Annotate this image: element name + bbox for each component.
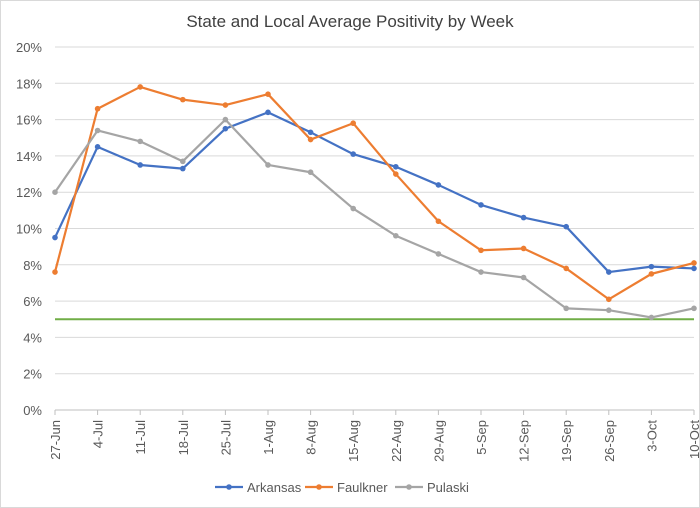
data-point-arkansas xyxy=(648,263,655,270)
series-line-pulaski xyxy=(54,118,695,319)
data-point-faulkner xyxy=(563,265,569,272)
y-tick-label: 14% xyxy=(16,149,42,164)
data-point-faulkner xyxy=(52,269,58,275)
x-tick-label: 8-Aug xyxy=(304,420,319,455)
data-point-arkansas xyxy=(180,165,186,172)
y-tick-label: 0% xyxy=(23,403,42,418)
legend-label: Arkansas xyxy=(247,480,302,495)
y-tick-label: 4% xyxy=(23,330,42,345)
data-point-pulaski xyxy=(563,305,569,312)
data-point-faulkner xyxy=(648,271,655,277)
data-point-pulaski xyxy=(307,169,314,176)
data-point-pulaski xyxy=(222,116,229,123)
legend-marker xyxy=(316,484,322,490)
data-point-pulaski xyxy=(350,205,357,212)
data-point-pulaski xyxy=(648,314,655,321)
data-point-arkansas xyxy=(265,109,271,116)
data-point-faulkner xyxy=(435,218,442,225)
legend-marker xyxy=(226,484,232,490)
data-point-faulkner xyxy=(691,260,697,266)
x-tick-label: 1-Aug xyxy=(261,420,276,455)
legend-item-pulaski: Pulaski xyxy=(395,480,469,495)
x-tick-label: 22-Aug xyxy=(389,420,404,462)
data-point-arkansas xyxy=(478,202,484,208)
y-tick-label: 12% xyxy=(16,185,42,200)
data-point-faulkner xyxy=(180,96,186,103)
y-tick-label: 18% xyxy=(16,76,42,91)
data-point-faulkner xyxy=(606,296,612,303)
data-point-arkansas xyxy=(52,234,58,241)
data-point-pulaski xyxy=(180,158,186,165)
data-point-faulkner xyxy=(520,245,527,252)
x-tick-label: 3-Oct xyxy=(644,420,659,452)
data-point-faulkner xyxy=(350,120,357,127)
x-axis: 27-Jun 4-Jul 11-Jul 18-Jul 25-Jul 1-Aug 8-Aug 1… xyxy=(48,409,699,462)
data-point-arkansas xyxy=(520,214,527,221)
x-tick-label: 25-Jul xyxy=(218,420,233,456)
x-tick-label: 11-Jul xyxy=(133,420,148,455)
data-point-pulaski xyxy=(265,162,271,168)
y-tick-label: 16% xyxy=(16,113,42,128)
data-point-pulaski xyxy=(435,251,442,257)
y-tick-label: 8% xyxy=(23,258,42,273)
y-axis-ticks: 0% 2% 4% 6% 8% 10% 12% 14% 16% 18% 20% xyxy=(16,40,42,418)
data-point-arkansas xyxy=(606,269,612,275)
y-tick-label: 10% xyxy=(16,222,42,237)
legend-label: Faulkner xyxy=(337,480,388,495)
x-tick-label: 29-Aug xyxy=(431,420,446,462)
data-point-arkansas xyxy=(563,223,569,230)
y-tick-label: 2% xyxy=(23,367,42,382)
data-point-arkansas xyxy=(94,144,101,150)
data-point-faulkner xyxy=(265,91,271,97)
data-point-arkansas xyxy=(307,129,314,136)
x-tick-label: 10-Oct xyxy=(687,420,699,459)
series-line-arkansas xyxy=(54,111,695,274)
data-point-arkansas xyxy=(691,265,697,272)
series-group xyxy=(52,84,697,321)
data-point-arkansas xyxy=(435,182,442,188)
data-point-pulaski xyxy=(478,269,484,275)
x-tick-label: 12-Sep xyxy=(517,420,532,462)
data-point-pulaski xyxy=(52,189,58,195)
y-tick-label: 20% xyxy=(16,40,42,55)
x-tick-label: 26-Sep xyxy=(602,420,617,462)
series-line-faulkner xyxy=(53,85,695,301)
data-point-pulaski xyxy=(137,138,143,145)
data-point-pulaski xyxy=(94,127,101,134)
chart-title: State and Local Average Positivity by We… xyxy=(186,12,514,31)
data-point-arkansas xyxy=(222,125,229,132)
data-point-faulkner xyxy=(307,136,314,143)
x-tick-label: 4-Jul xyxy=(91,420,106,448)
legend-item-arkansas: Arkansas xyxy=(215,480,302,495)
data-point-faulkner xyxy=(393,171,399,177)
x-tick-label: 18-Jul xyxy=(176,420,191,456)
y-tick-label: 6% xyxy=(23,294,42,309)
data-point-pulaski xyxy=(606,307,612,313)
x-tick-label: 15-Aug xyxy=(346,420,361,462)
data-point-faulkner xyxy=(478,247,484,254)
data-point-faulkner xyxy=(94,105,101,112)
legend-marker xyxy=(406,484,412,490)
data-point-pulaski xyxy=(691,305,697,312)
legend: Arkansas Faulkner Pulaski xyxy=(215,480,469,495)
data-point-pulaski xyxy=(520,274,527,281)
x-tick-label: 5-Sep xyxy=(474,420,489,455)
data-point-pulaski xyxy=(393,232,399,239)
x-tick-label: 19-Sep xyxy=(559,420,574,462)
x-tick-label: 27-Jun xyxy=(48,420,63,460)
data-point-arkansas xyxy=(350,151,357,157)
data-point-faulkner xyxy=(222,102,229,108)
data-point-faulkner xyxy=(137,84,143,90)
legend-label: Pulaski xyxy=(427,480,469,495)
legend-item-faulkner: Faulkner xyxy=(305,480,388,495)
gridlines xyxy=(55,46,694,375)
data-point-arkansas xyxy=(393,163,399,170)
data-point-arkansas xyxy=(137,162,143,168)
